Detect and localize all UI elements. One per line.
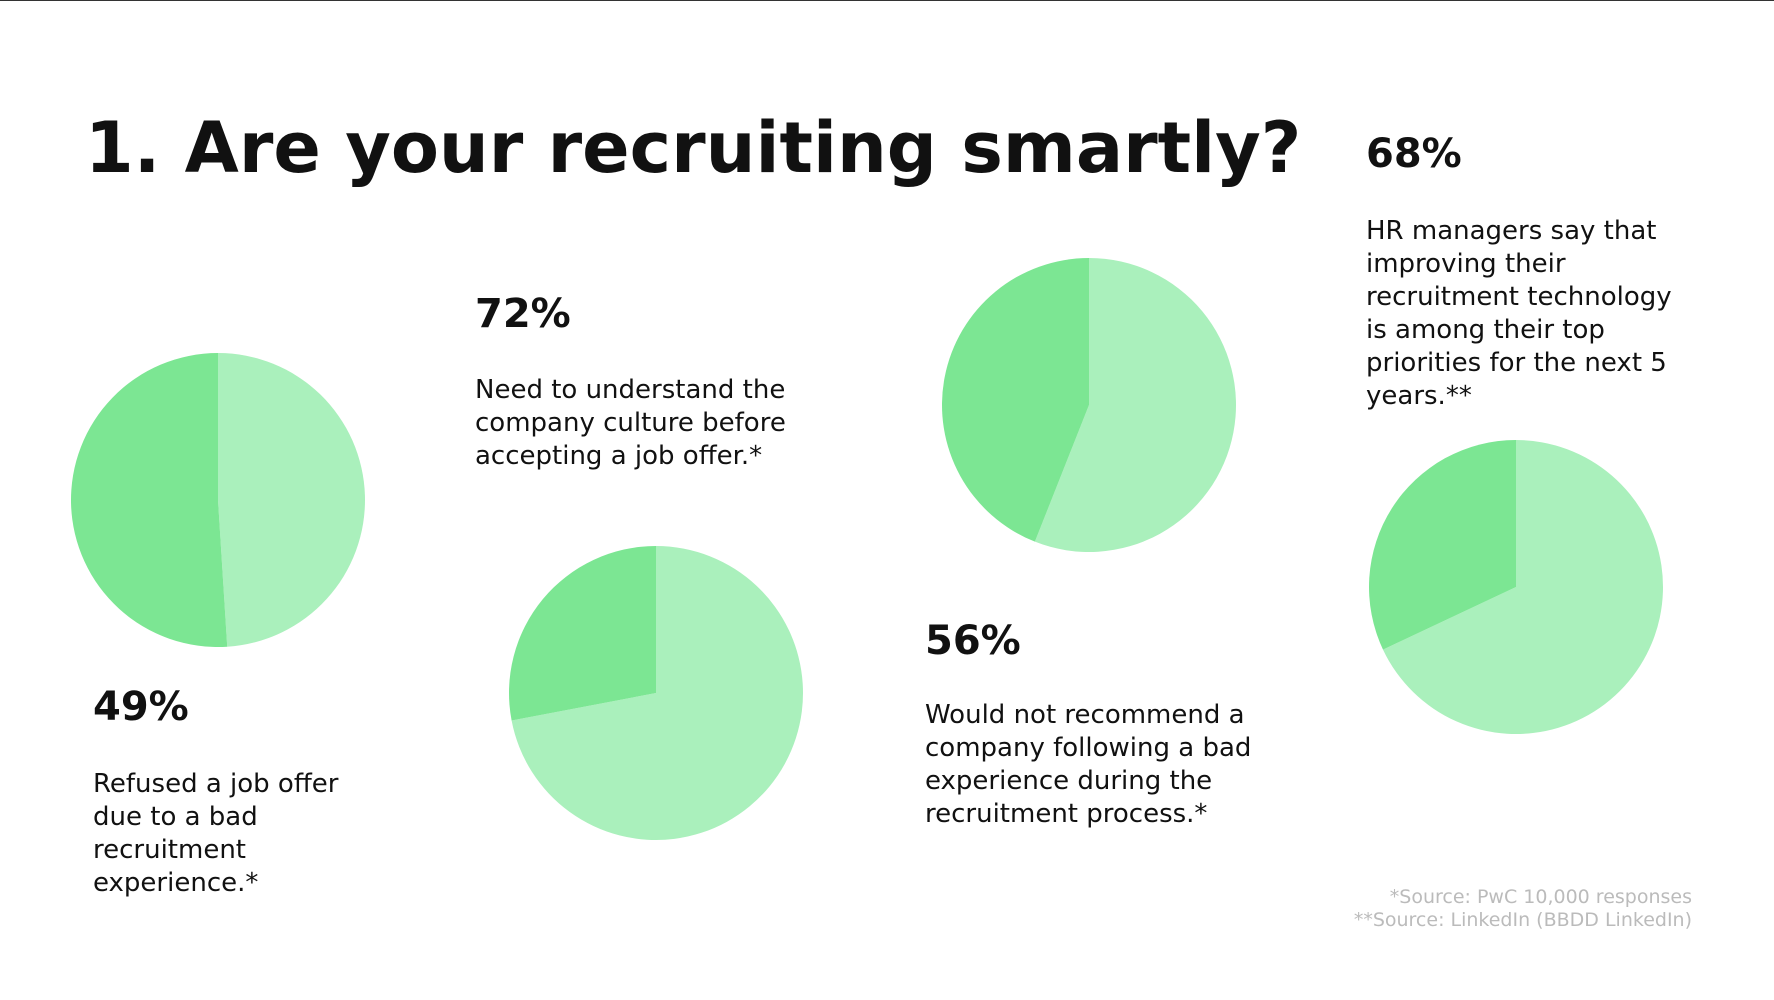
pie-slice (1382, 440, 1663, 734)
stat-description: accepting a job offer.* (475, 441, 762, 471)
stat-value: 68% (1366, 131, 1462, 177)
pie-slice (508, 546, 656, 721)
stat-description: experience during the (925, 766, 1212, 796)
stat-value: 49% (93, 684, 189, 730)
stat-description: company following a bad (925, 733, 1251, 763)
stat-value: 56% (925, 618, 1021, 664)
pie-slice (511, 546, 804, 840)
stat-description: Would not recommend a (925, 700, 1245, 730)
stat-description: recruitment process.* (925, 799, 1207, 829)
pie-slice (1034, 258, 1237, 553)
stat-value: 72% (475, 291, 571, 337)
stat-description: HR managers say that (1366, 216, 1656, 246)
stat-description: recruitment (93, 835, 246, 865)
pie-slice (218, 353, 365, 647)
stat-description: due to a bad (93, 802, 258, 832)
source-note: *Source: PwC 10,000 responses (1390, 886, 1692, 908)
stat-description: Need to understand the (475, 375, 785, 405)
stat-description: experience.* (93, 868, 258, 898)
stat-description: company culture before (475, 408, 786, 438)
pie-slice (1369, 440, 1516, 650)
slide-title: 1. Are your recruiting smartly? (85, 107, 1301, 189)
stat-description: improving their (1366, 249, 1566, 279)
stat-description: Refused a job offer (93, 769, 339, 799)
stat-description: years.** (1366, 381, 1472, 411)
stat-description: recruitment technology (1366, 282, 1672, 312)
stat-description: is among their top (1366, 315, 1605, 345)
pie-slice (70, 353, 228, 647)
pie-slice (942, 258, 1089, 542)
stat-description: priorities for the next 5 (1366, 348, 1667, 378)
source-note: **Source: LinkedIn (BBDD LinkedIn) (1354, 909, 1692, 931)
